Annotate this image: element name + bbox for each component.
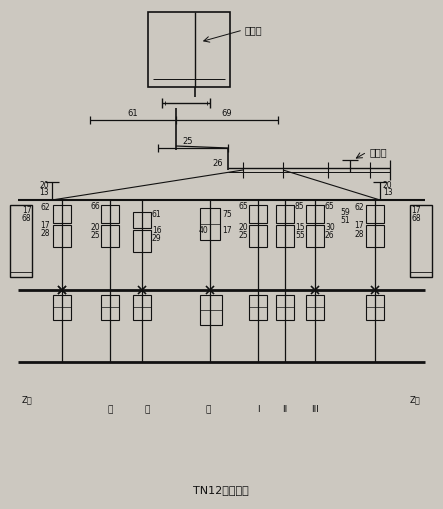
Bar: [200, 208, 220, 240]
Text: 28: 28: [354, 230, 364, 239]
Text: 40: 40: [198, 225, 208, 235]
Text: 17: 17: [22, 206, 31, 214]
Text: II: II: [282, 406, 288, 414]
Text: 75: 75: [222, 210, 232, 218]
Text: 66: 66: [90, 202, 100, 211]
Text: 发动机: 发动机: [245, 25, 263, 35]
Text: 68: 68: [412, 213, 421, 222]
Text: Z轴: Z轴: [409, 395, 420, 405]
Bar: [306, 205, 324, 223]
Bar: [133, 295, 151, 320]
Text: TN12传动简图: TN12传动简图: [193, 485, 249, 495]
Text: 59: 59: [340, 208, 350, 216]
Text: 25: 25: [90, 231, 100, 240]
Bar: [10, 205, 32, 277]
Bar: [53, 225, 71, 247]
Text: 61: 61: [128, 108, 138, 118]
Text: 17: 17: [412, 206, 421, 214]
Bar: [133, 230, 151, 252]
Text: 15: 15: [295, 222, 305, 232]
Text: 13: 13: [383, 187, 392, 196]
Bar: [53, 205, 71, 223]
Text: 17: 17: [354, 220, 364, 230]
Text: 62: 62: [40, 203, 50, 212]
Text: 20: 20: [238, 222, 248, 232]
Text: 20: 20: [383, 181, 392, 189]
Text: 17: 17: [40, 220, 50, 230]
Bar: [133, 212, 151, 228]
Text: 51: 51: [340, 215, 350, 224]
Text: 25: 25: [238, 231, 248, 240]
Text: 13: 13: [39, 187, 49, 196]
Bar: [249, 295, 267, 320]
Text: 变速器: 变速器: [370, 147, 388, 157]
Text: 低: 低: [144, 406, 150, 414]
Bar: [306, 295, 324, 320]
Text: 65: 65: [325, 202, 335, 211]
Bar: [366, 295, 384, 320]
Text: 20: 20: [39, 181, 49, 189]
Bar: [366, 225, 384, 247]
Bar: [276, 225, 294, 247]
Text: 65: 65: [238, 202, 248, 211]
Bar: [249, 225, 267, 247]
Text: I: I: [256, 406, 259, 414]
Text: 20: 20: [90, 222, 100, 232]
Text: 26: 26: [213, 158, 223, 167]
Text: Z轴: Z轴: [22, 395, 33, 405]
Text: 17: 17: [222, 225, 232, 235]
Text: 55: 55: [295, 231, 305, 240]
Text: 68: 68: [22, 213, 31, 222]
Bar: [276, 205, 294, 223]
Bar: [306, 225, 324, 247]
Bar: [101, 205, 119, 223]
Text: 30: 30: [325, 222, 335, 232]
Bar: [148, 12, 230, 87]
Bar: [101, 295, 119, 320]
Text: 29: 29: [152, 234, 162, 242]
Text: 61: 61: [152, 210, 162, 218]
Bar: [276, 295, 294, 320]
Text: 26: 26: [325, 231, 334, 240]
Text: 85: 85: [295, 202, 305, 211]
Text: 28: 28: [40, 229, 50, 238]
Text: 倒: 倒: [107, 406, 113, 414]
Bar: [101, 225, 119, 247]
Text: 69: 69: [222, 108, 232, 118]
Bar: [200, 295, 222, 325]
Text: III: III: [311, 406, 319, 414]
Bar: [249, 205, 267, 223]
Bar: [366, 205, 384, 223]
Text: 16: 16: [152, 225, 162, 235]
Text: 高: 高: [205, 406, 211, 414]
Text: 25: 25: [183, 136, 193, 146]
Bar: [53, 295, 71, 320]
Text: 62: 62: [354, 203, 364, 212]
Bar: [410, 205, 432, 277]
